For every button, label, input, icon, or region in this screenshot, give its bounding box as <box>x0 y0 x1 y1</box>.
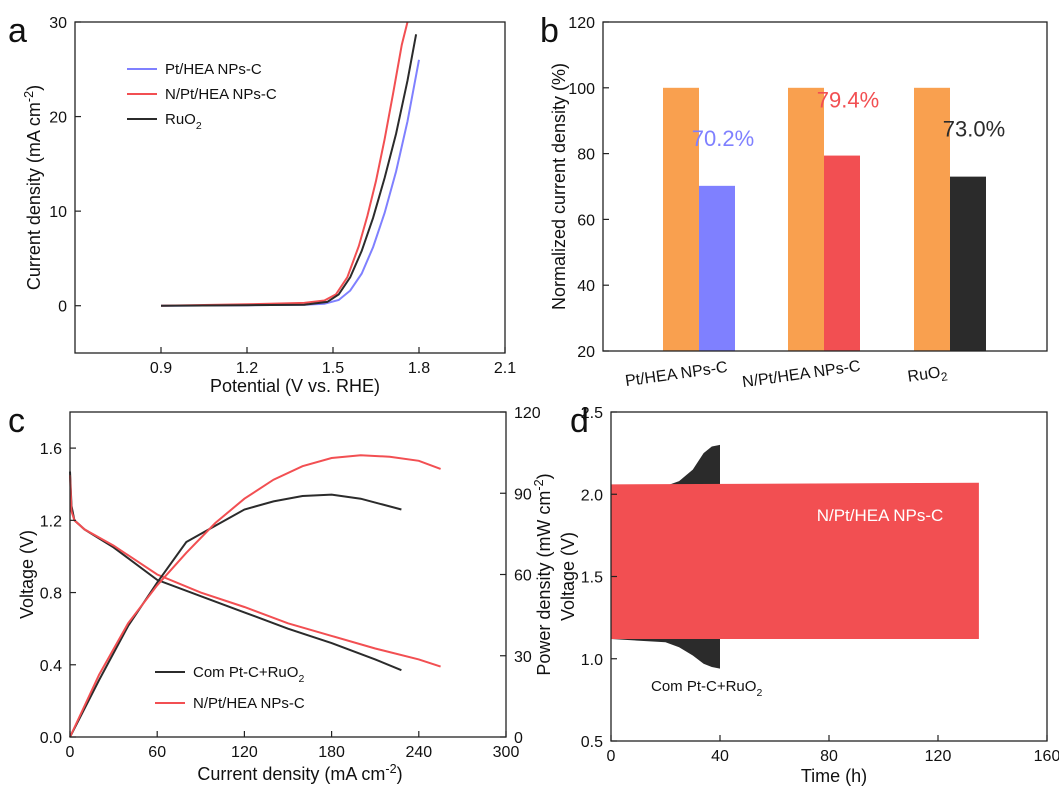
b-ytick-label: 60 <box>577 212 595 229</box>
bar-initial <box>788 87 824 352</box>
c-y2label: Power density (mW cm-2) <box>532 473 554 675</box>
d-xtick-label: 80 <box>820 748 838 765</box>
band-n-pt-hea <box>611 482 979 639</box>
c-y2tick-label: 0 <box>514 730 523 747</box>
panel-label-d: d <box>570 402 589 440</box>
bar-initial <box>663 87 699 352</box>
c-xtick-label: 180 <box>318 744 345 761</box>
d-ytick-label: 0.5 <box>581 734 603 751</box>
a-ytick-label: 20 <box>49 110 67 127</box>
bar-data-label: 73.0% <box>943 117 1005 142</box>
d-ytick-label: 1.5 <box>581 570 603 587</box>
c-legend-label: Com Pt-C+RuO2 <box>193 664 304 685</box>
d-ytick-label: 2.0 <box>581 487 603 504</box>
a-legend-label: RuO2 <box>165 111 202 132</box>
bar-initial <box>914 87 950 352</box>
panel-label-b: b <box>540 12 559 50</box>
panel-c-frame <box>69 411 507 738</box>
b-ytick-label: 120 <box>568 15 595 32</box>
d-xlabel: Time (h) <box>801 766 867 786</box>
c-y2tick-label: 120 <box>514 405 541 422</box>
d-annotation-n-pt-hea: N/Pt/HEA NPs-C <box>817 506 944 525</box>
a-xtick-label: 0.9 <box>150 360 172 377</box>
a-xtick-label: 1.2 <box>236 360 258 377</box>
d-annotation-com: Com Pt-C+RuO2 <box>651 678 762 699</box>
a-ytick-label: 10 <box>49 204 67 221</box>
c-ytick-label: 1.6 <box>40 441 62 458</box>
c-ytick-label: 0.8 <box>40 586 62 603</box>
a-legend-label: N/Pt/HEA NPs-C <box>165 86 277 103</box>
c-ytick-label: 0.4 <box>40 658 62 675</box>
line-c-2 <box>69 493 402 738</box>
b-category-label: RuO2 <box>907 363 949 388</box>
panel-label-c: c <box>8 402 25 440</box>
b-ytick-label: 20 <box>577 344 595 361</box>
a-legend-label: Pt/HEA NPs-C <box>165 61 262 78</box>
bar-retained <box>950 176 986 351</box>
d-ytick-label: 2.5 <box>581 405 603 422</box>
d-xtick-label: 120 <box>925 748 952 765</box>
line-c-3 <box>69 454 441 738</box>
b-ytick-label: 100 <box>568 81 595 98</box>
c-xtick-label: 0 <box>66 744 75 761</box>
a-xtick-label: 2.1 <box>494 360 516 377</box>
d-xtick-label: 160 <box>1034 748 1059 765</box>
a-ylabel: Current density (mA cm-2) <box>22 85 44 290</box>
a-xlabel: Potential (V vs. RHE) <box>210 376 380 396</box>
a-xtick-label: 1.5 <box>322 360 344 377</box>
c-xtick-label: 300 <box>493 744 520 761</box>
c-y2tick-label: 60 <box>514 568 532 585</box>
c-ylabel: Voltage (V) <box>17 530 37 619</box>
c-y2tick-label: 30 <box>514 649 532 666</box>
c-ytick-label: 1.2 <box>40 513 62 530</box>
c-y2tick-label: 90 <box>514 486 532 503</box>
line-a-1 <box>160 21 409 307</box>
b-category-label: Pt/HEA NPs-C <box>624 359 729 390</box>
panel-b-frame <box>602 21 1048 352</box>
b-ytick-label: 40 <box>577 278 595 295</box>
c-legend-label: N/Pt/HEA NPs-C <box>193 695 305 712</box>
b-ylabel: Normalized current density (%) <box>549 63 569 310</box>
line-a-2 <box>160 34 418 307</box>
a-ytick-label: 0 <box>58 299 67 316</box>
c-ytick-label: 0.0 <box>40 730 62 747</box>
c-xtick-label: 240 <box>405 744 432 761</box>
a-xtick-label: 1.8 <box>408 360 430 377</box>
bar-data-label: 79.4% <box>817 88 879 113</box>
line-c-1 <box>69 475 441 668</box>
c-xtick-label: 60 <box>148 744 166 761</box>
d-ylabel: Voltage (V) <box>558 532 578 621</box>
d-xtick-label: 0 <box>607 748 616 765</box>
bar-retained <box>824 155 860 351</box>
b-ytick-label: 80 <box>577 147 595 164</box>
a-ytick-label: 30 <box>49 15 67 32</box>
bar-data-label: 70.2% <box>692 126 754 151</box>
bar-retained <box>699 185 735 351</box>
c-xlabel: Current density (mA cm-2) <box>197 762 402 784</box>
c-xtick-label: 120 <box>231 744 258 761</box>
panel-a-frame <box>74 21 506 354</box>
d-ytick-label: 1.0 <box>581 652 603 669</box>
panel-label-a: a <box>8 12 27 50</box>
b-category-label: N/Pt/HEA NPs-C <box>741 358 861 391</box>
d-xtick-label: 40 <box>711 748 729 765</box>
